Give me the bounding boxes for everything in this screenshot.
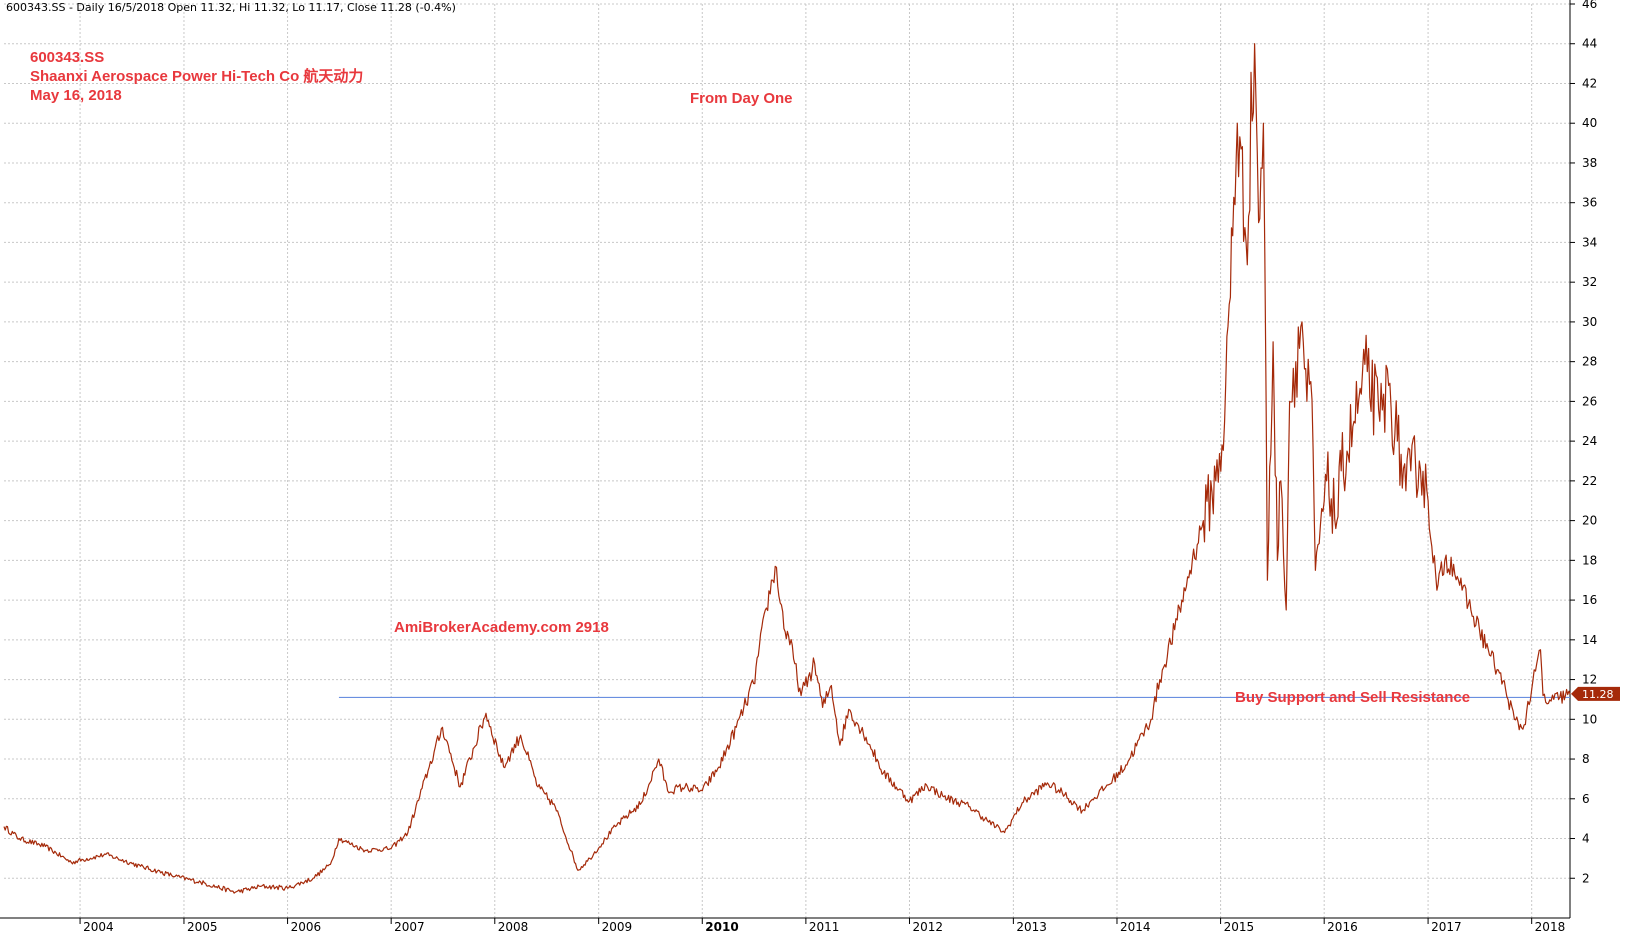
support-note-label: Buy Support and Sell Resistance <box>1235 689 1471 706</box>
chart-header-info: 600343.SS - Daily 16/5/2018 Open 11.32, … <box>6 1 456 14</box>
y-tick-label: 36 <box>1582 196 1597 210</box>
y-tick-label: 38 <box>1582 156 1597 170</box>
y-tick-label: 6 <box>1582 792 1590 806</box>
x-tick-label: 2012 <box>912 920 943 934</box>
site-label: AmiBrokerAcademy.com 2918 <box>394 619 609 636</box>
last-price-badge-shape <box>1571 686 1620 701</box>
x-tick-label: 2014 <box>1120 920 1151 934</box>
x-tick-label: 2008 <box>498 920 529 934</box>
y-tick-label: 32 <box>1582 275 1597 289</box>
y-tick-label: 2 <box>1582 871 1590 885</box>
date-label: May 16, 2018 <box>30 87 122 104</box>
y-tick-label: 34 <box>1582 235 1597 249</box>
grid-lines <box>4 3 1570 918</box>
price-line <box>3 43 1571 894</box>
x-tick-label: 2018 <box>1535 920 1566 934</box>
x-tick-label: 2017 <box>1431 920 1462 934</box>
y-tick-label: 22 <box>1582 474 1597 488</box>
x-tick-label: 2011 <box>809 920 840 934</box>
y-tick-label: 12 <box>1582 673 1597 687</box>
y-tick-label: 42 <box>1582 76 1597 90</box>
y-tick-label: 14 <box>1582 633 1597 647</box>
y-tick-label: 16 <box>1582 593 1597 607</box>
y-tick-label: 28 <box>1582 355 1597 369</box>
y-tick-label: 40 <box>1582 116 1597 130</box>
x-tick-label: 2016 <box>1327 920 1358 934</box>
y-tick-label: 44 <box>1582 37 1597 51</box>
last-price-value: 11.28 <box>1582 688 1614 701</box>
y-tick-label: 20 <box>1582 514 1597 528</box>
x-tick-label: 2015 <box>1224 920 1255 934</box>
y-tick-label: 30 <box>1582 315 1597 329</box>
y-tick-label: 4 <box>1582 832 1590 846</box>
x-tick-label: 2004 <box>83 920 114 934</box>
y-tick-label: 26 <box>1582 394 1597 408</box>
x-tick-label: 2006 <box>291 920 322 934</box>
from-day-one-label: From Day One <box>690 90 793 107</box>
x-tick-label: 2007 <box>394 920 425 934</box>
y-tick-label: 18 <box>1582 553 1597 567</box>
y-tick-label: 10 <box>1582 712 1597 726</box>
last-price-badge: 11.28 <box>1571 686 1620 701</box>
company-label: Shaanxi Aerospace Power Hi-Tech Co 航天动力 <box>30 68 364 85</box>
y-tick-label: 8 <box>1582 752 1590 766</box>
ticker-label: 600343.SS <box>30 49 105 66</box>
y-tick-label: 46 <box>1582 0 1597 11</box>
y-tick-label: 24 <box>1582 434 1597 448</box>
price-series <box>3 43 1571 894</box>
x-tick-label: 2009 <box>602 920 633 934</box>
x-tick-label: 2005 <box>187 920 218 934</box>
x-tick-label: 2013 <box>1016 920 1047 934</box>
x-tick-label: 2010 <box>705 920 738 934</box>
